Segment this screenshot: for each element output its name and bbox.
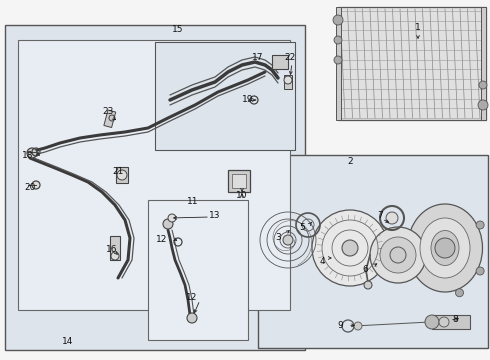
Text: 15: 15 [172, 26, 184, 35]
Text: 12: 12 [156, 235, 168, 244]
Text: 23: 23 [102, 108, 114, 117]
Circle shape [476, 267, 484, 275]
Bar [116, 167, 128, 183]
Circle shape [354, 322, 362, 330]
Circle shape [334, 56, 342, 64]
Bar [104, 110, 116, 127]
Circle shape [390, 247, 406, 263]
Circle shape [283, 235, 293, 245]
Bar [148, 200, 248, 340]
Bar [258, 155, 488, 348]
Text: 7: 7 [377, 211, 383, 220]
Bar [432, 315, 470, 329]
Bar [5, 25, 305, 350]
Circle shape [187, 313, 197, 323]
Bar [272, 55, 288, 69]
Circle shape [312, 210, 388, 286]
Bar [18, 40, 290, 310]
Text: 2: 2 [347, 158, 353, 166]
Text: 5: 5 [299, 224, 305, 233]
Circle shape [439, 317, 449, 327]
Bar [336, 7, 341, 120]
Text: 1: 1 [415, 23, 421, 32]
Text: 18: 18 [22, 150, 34, 159]
Text: 12: 12 [186, 293, 197, 302]
Circle shape [435, 238, 455, 258]
Circle shape [386, 212, 398, 224]
Bar [228, 170, 250, 192]
Circle shape [476, 221, 484, 229]
Text: 21: 21 [112, 167, 123, 176]
Circle shape [456, 289, 464, 297]
Text: 11: 11 [187, 198, 199, 207]
Text: 16: 16 [106, 246, 118, 255]
Circle shape [479, 81, 487, 89]
Ellipse shape [431, 230, 459, 266]
Text: 14: 14 [62, 338, 74, 346]
Ellipse shape [408, 204, 483, 292]
Circle shape [478, 100, 488, 110]
Polygon shape [338, 7, 486, 120]
Text: 17: 17 [252, 54, 264, 63]
Circle shape [284, 76, 292, 84]
Circle shape [163, 219, 173, 229]
Bar [155, 42, 295, 150]
Bar [284, 75, 292, 89]
Bar [110, 236, 120, 260]
Text: 22: 22 [284, 54, 295, 63]
Circle shape [334, 36, 342, 44]
Circle shape [425, 315, 439, 329]
Ellipse shape [420, 218, 470, 278]
Text: 3: 3 [275, 234, 281, 243]
Text: 6: 6 [362, 266, 368, 274]
Circle shape [364, 281, 372, 289]
Bar [481, 7, 486, 120]
Text: 9: 9 [337, 320, 343, 329]
Circle shape [342, 240, 358, 256]
Circle shape [168, 214, 176, 222]
Circle shape [333, 15, 343, 25]
Text: 19: 19 [242, 95, 254, 104]
Circle shape [117, 170, 127, 180]
Circle shape [370, 227, 426, 283]
Bar [232, 174, 246, 188]
Text: 8: 8 [452, 315, 458, 324]
Text: 10: 10 [236, 190, 248, 199]
Text: 20: 20 [24, 184, 36, 193]
Circle shape [380, 237, 416, 273]
Circle shape [111, 252, 119, 260]
Text: 4: 4 [319, 257, 325, 266]
Circle shape [27, 148, 37, 158]
Circle shape [32, 181, 40, 189]
Text: 13: 13 [209, 211, 221, 220]
